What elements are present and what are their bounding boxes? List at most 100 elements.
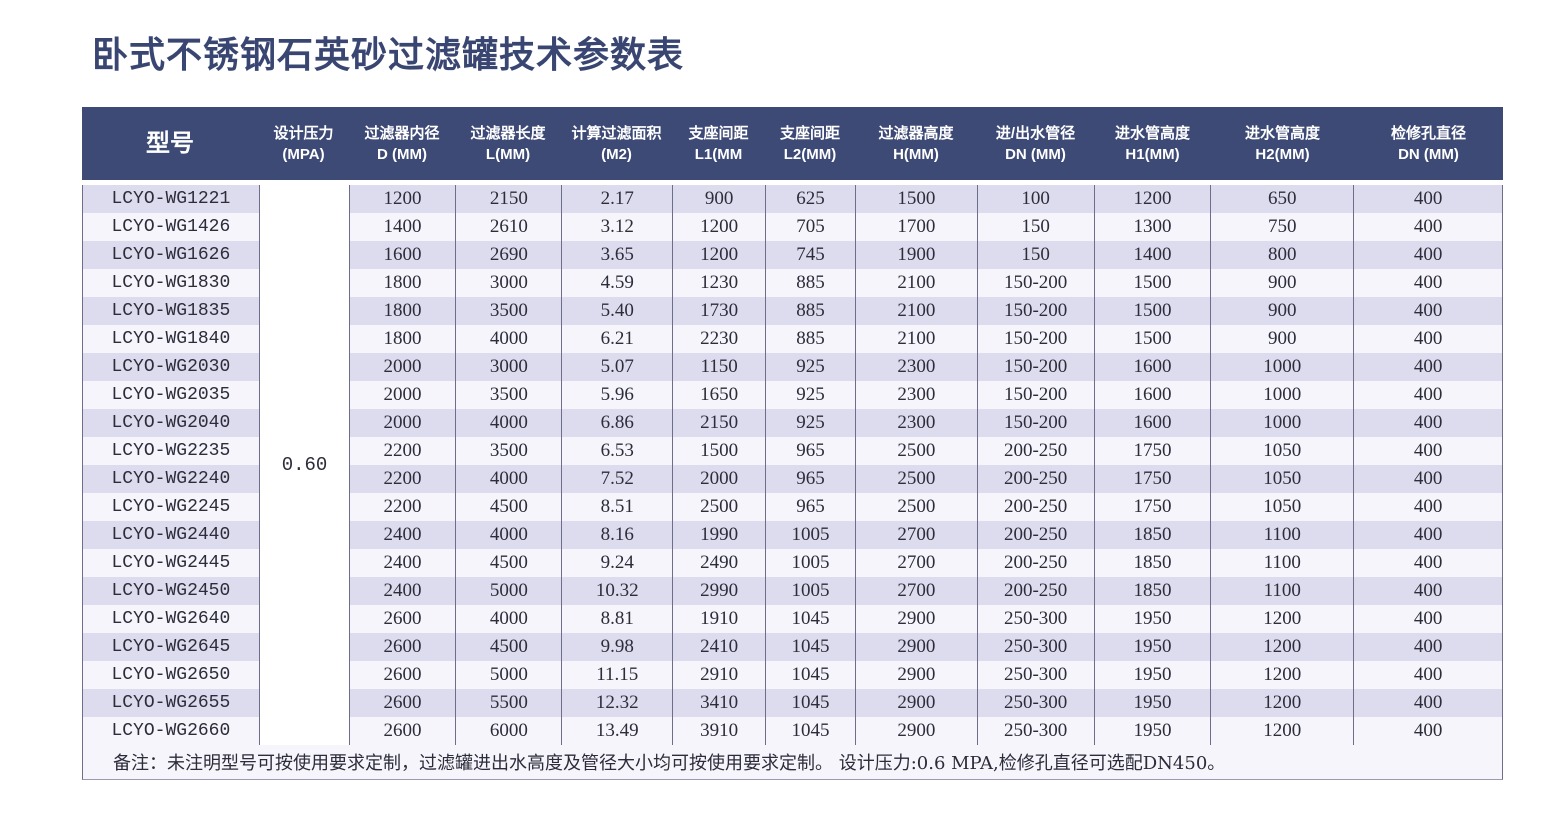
table-cell: 2000 <box>349 381 456 409</box>
table-cell: 400 <box>1353 185 1502 213</box>
table-cell: 1600 <box>349 241 456 269</box>
table-cell: 2700 <box>854 549 977 577</box>
header-text: 设计压力 <box>273 124 334 142</box>
table-cell: 800 <box>1210 241 1354 269</box>
table-cell: 885 <box>765 325 855 353</box>
spec-table: 型号 设计压力 (MPA) 过滤器内径 D (MM) 过滤器长度 L(MM) 计算过滤面积 (M… <box>82 107 1503 780</box>
table-cell: 1850 <box>1093 577 1211 605</box>
table-cell: 650 <box>1210 185 1354 213</box>
table-cell: 4000 <box>455 325 562 353</box>
table-cell: 4000 <box>455 605 562 633</box>
table-cell: 9.98 <box>561 633 673 661</box>
table-cell: 1500 <box>854 185 977 213</box>
table-cell: 2600 <box>349 717 456 745</box>
table-row: LCYO-WG1835 1800 3500 5.40 1730 885 2100 150-20… <box>83 297 1502 325</box>
table-cell: 1750 <box>1093 437 1211 465</box>
table-row: LCYO-WG2655 2600 5500 12.32 3410 1045 2900 250-… <box>83 689 1502 717</box>
table-cell: 3000 <box>455 269 562 297</box>
table-cell: 2600 <box>349 661 456 689</box>
table-cell: 3.12 <box>561 213 673 241</box>
table-cell: 1200 <box>1210 689 1354 717</box>
table-cell: 2000 <box>349 409 456 437</box>
table-cell: 2900 <box>854 717 977 745</box>
page-title: 卧式不锈钢石英砂过滤罐技术参数表 <box>92 35 685 76</box>
header-text: (M2) <box>601 145 632 163</box>
table-cell: 8.51 <box>561 493 673 521</box>
table-cell: 5.07 <box>561 353 673 381</box>
table-cell: LCYO-WG2655 <box>83 689 259 717</box>
header-text: 进水管高度 <box>1114 124 1190 142</box>
table-cell: 2200 <box>349 437 456 465</box>
table-cell: 1050 <box>1210 437 1354 465</box>
header-text: L1(MM <box>694 145 743 163</box>
header-cell: 进/出水管径 DN (MM) <box>977 123 1094 165</box>
table-cell: 2900 <box>854 689 977 717</box>
table-cell: 2230 <box>672 325 766 353</box>
table-cell: 5000 <box>455 577 562 605</box>
table-row: LCYO-WG2445 2400 4500 9.24 2490 1005 2700 200-2… <box>83 549 1502 577</box>
table-cell: 1045 <box>765 605 855 633</box>
header-text: 过滤器长度 <box>470 124 546 142</box>
table-cell: 1850 <box>1093 549 1211 577</box>
table-cell: 150-200 <box>976 409 1094 437</box>
table-cell: 1600 <box>1093 353 1211 381</box>
table-cell: 5.40 <box>561 297 673 325</box>
table-cell: 2100 <box>854 325 977 353</box>
table-cell: 1150 <box>672 353 766 381</box>
table-cell: LCYO-WG2240 <box>83 465 259 493</box>
table-note: 备注：未注明型号可按使用要求定制，过滤罐进出水高度及管径大小均可按使用要求定制。… <box>82 745 1503 780</box>
table-row: LCYO-WG1426 1400 2610 3.12 1200 705 1700 150 130… <box>83 213 1502 241</box>
table-cell: 150 <box>976 213 1094 241</box>
table-cell: 1045 <box>765 689 855 717</box>
table-cell: 6.21 <box>561 325 673 353</box>
table-cell: 5500 <box>455 689 562 717</box>
table-cell: 10.32 <box>561 577 673 605</box>
table-cell: 1045 <box>765 633 855 661</box>
table-cell: 2300 <box>854 409 977 437</box>
header-cell: 计算过滤面积 (M2) <box>561 123 672 165</box>
table-cell: 150-200 <box>976 325 1094 353</box>
table-cell: 2600 <box>349 605 456 633</box>
table-cell: 250-300 <box>976 661 1094 689</box>
table-cell: 2500 <box>672 493 766 521</box>
table-cell: 2700 <box>854 577 977 605</box>
table-cell: 1500 <box>672 437 766 465</box>
table-cell: 150-200 <box>976 297 1094 325</box>
table-cell: 400 <box>1353 213 1502 241</box>
table-cell: 1200 <box>1210 661 1354 689</box>
table-row: LCYO-WG2035 2000 3500 5.96 1650 925 2300 150-20… <box>83 381 1502 409</box>
table-cell: 1600 <box>1093 381 1211 409</box>
table-cell: LCYO-WG1221 <box>83 185 259 213</box>
table-cell: LCYO-WG2445 <box>83 549 259 577</box>
table-cell: 1100 <box>1210 549 1354 577</box>
table-cell: 1950 <box>1093 661 1211 689</box>
table-cell: 2610 <box>455 213 562 241</box>
table-cell: LCYO-WG1426 <box>83 213 259 241</box>
table-cell: 1005 <box>765 577 855 605</box>
table-cell: LCYO-WG2245 <box>83 493 259 521</box>
table-cell: 1950 <box>1093 605 1211 633</box>
table-cell: 4500 <box>455 493 562 521</box>
table-cell: 3910 <box>672 717 766 745</box>
table-cell: 6000 <box>455 717 562 745</box>
table-cell: 3500 <box>455 437 562 465</box>
table-cell: 200-250 <box>976 465 1094 493</box>
table-cell: 250-300 <box>976 689 1094 717</box>
table-cell: 400 <box>1353 353 1502 381</box>
table-cell: 1750 <box>1093 465 1211 493</box>
header-text: 型号 <box>146 130 194 157</box>
table-cell: 1300 <box>1093 213 1211 241</box>
table-cell: 705 <box>765 213 855 241</box>
table-cell: 400 <box>1353 241 1502 269</box>
table-cell: 2910 <box>672 661 766 689</box>
table-cell: 4.59 <box>561 269 673 297</box>
table-cell: LCYO-WG2040 <box>83 409 259 437</box>
table-cell: 250-300 <box>976 605 1094 633</box>
table-cell: 2490 <box>672 549 766 577</box>
table-cell: 2410 <box>672 633 766 661</box>
table-header: 型号 设计压力 (MPA) 过滤器内径 D (MM) 过滤器长度 L(MM) 计算过滤面积 (M… <box>82 107 1503 180</box>
table-cell: 400 <box>1353 325 1502 353</box>
table-cell: 745 <box>765 241 855 269</box>
table-cell: 925 <box>765 353 855 381</box>
table-cell: 3500 <box>455 381 562 409</box>
